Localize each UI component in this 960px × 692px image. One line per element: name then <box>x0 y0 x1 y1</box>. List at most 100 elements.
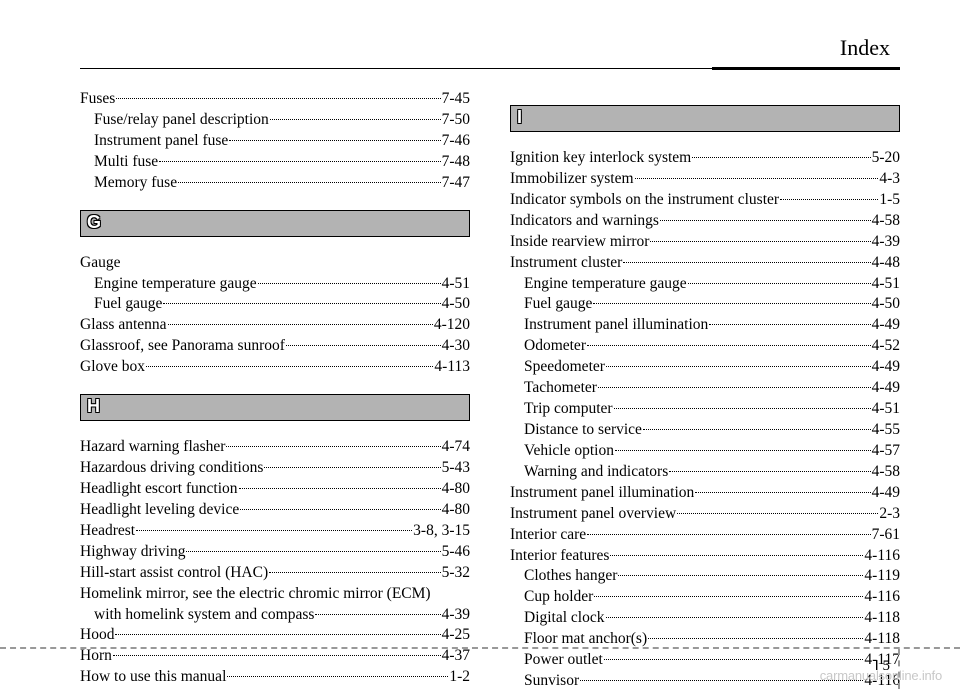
index-entry-label: Distance to service <box>524 420 642 441</box>
index-entry: Homelink mirror, see the electric chromi… <box>80 584 470 605</box>
index-entry: Glove box 4-113 <box>80 357 470 378</box>
dot-leader <box>270 119 441 120</box>
index-entry-label: Hood <box>80 625 114 646</box>
index-entry: with homelink system and compass 4-39 <box>80 605 470 626</box>
index-entry: Ignition key interlock system 5-20 <box>510 148 900 169</box>
dot-leader <box>606 366 871 367</box>
index-entry: Glassroof, see Panorama sunroof 4-30 <box>80 336 470 357</box>
index-entry-page: 4-39 <box>872 232 900 253</box>
dot-leader <box>598 387 871 388</box>
index-entry: Interior features 4-116 <box>510 546 900 567</box>
index-entry: Headlight escort function 4-80 <box>80 479 470 500</box>
index-entry: Warning and indicators 4-58 <box>510 462 900 483</box>
index-entry-label: Glassroof, see Panorama sunroof <box>80 336 285 357</box>
index-entry-page: 4-50 <box>442 294 470 315</box>
index-entry-label: Multi fuse <box>94 152 158 173</box>
index-entry-page: 7-48 <box>442 152 470 173</box>
dot-leader <box>692 157 870 158</box>
index-entry-page: 7-61 <box>872 525 900 546</box>
dot-leader <box>136 530 412 531</box>
dot-leader <box>648 638 863 639</box>
index-entry: Immobilizer system 4-3 <box>510 169 900 190</box>
index-entry-label: Engine temperature gauge <box>524 274 687 295</box>
section-header: H <box>80 394 470 421</box>
index-entry-page: 4-50 <box>872 294 900 315</box>
index-entry: Odometer 4-52 <box>510 336 900 357</box>
index-entry: Indicators and warnings 4-58 <box>510 211 900 232</box>
index-entry: Hood 4-25 <box>80 625 470 646</box>
section-header: G <box>80 210 470 237</box>
index-entry-label: Inside rearview mirror <box>510 232 649 253</box>
index-entry-page: 4-37 <box>442 646 470 667</box>
dot-leader <box>178 182 441 183</box>
index-entry-page: 4-52 <box>872 336 900 357</box>
left-column: Fuses 7-45Fuse/relay panel description 7… <box>80 89 470 692</box>
index-entry: Memory fuse 7-47 <box>80 173 470 194</box>
index-entry-label: Hazard warning flasher <box>80 437 225 458</box>
dot-leader <box>269 572 440 573</box>
index-entry-label: Engine temperature gauge <box>94 274 257 295</box>
index-entry: Indicator symbols on the instrument clus… <box>510 190 900 211</box>
dot-leader <box>614 408 871 409</box>
page-boundary-dashed <box>0 647 960 649</box>
dot-leader <box>606 617 864 618</box>
index-entry-label: How to use this manual <box>80 667 226 688</box>
index-entry: Tachometer 4-49 <box>510 378 900 399</box>
index-entry: Distance to service 4-55 <box>510 420 900 441</box>
index-entry-page: 4-30 <box>442 336 470 357</box>
index-entry-page: 3-8, 3-15 <box>413 521 470 542</box>
index-entry-page: 4-49 <box>872 378 900 399</box>
index-entry-page: 2-3 <box>879 504 900 525</box>
index-entry-label: Odometer <box>524 336 586 357</box>
index-entry-label: Instrument panel fuse <box>94 131 228 152</box>
index-entry-label: Hazardous driving conditions <box>80 458 263 479</box>
index-entry: Instrument panel illumination 4-49 <box>510 315 900 336</box>
index-entry: Hazard warning flasher 4-74 <box>80 437 470 458</box>
index-entry-page: 4-51 <box>872 399 900 420</box>
index-entry-label: Power outlet <box>524 650 603 671</box>
dot-leader <box>240 509 440 510</box>
index-entry-label: Instrument panel illumination <box>524 315 708 336</box>
index-entry-page: 4-49 <box>872 315 900 336</box>
index-entry: Digital clock 4-118 <box>510 608 900 629</box>
index-entry-page: 4-58 <box>872 211 900 232</box>
index-entry-label: Ignition key interlock system <box>510 148 691 169</box>
index-entry-page: 4-116 <box>864 546 900 567</box>
index-entry-page: 5-20 <box>872 148 900 169</box>
index-entry-label: Cup holder <box>524 587 593 608</box>
index-entry: Highway driving 5-46 <box>80 542 470 563</box>
index-entry: Vehicle option 4-57 <box>510 441 900 462</box>
index-entry-page: 4-48 <box>872 253 900 274</box>
index-entry-label: Speedometer <box>524 357 605 378</box>
dot-leader <box>163 303 440 304</box>
index-entry: Headrest 3-8, 3-15 <box>80 521 470 542</box>
index-entry: Fuel gauge 4-50 <box>510 294 900 315</box>
header-rule <box>80 67 900 69</box>
index-entry-page: 5-43 <box>442 458 470 479</box>
index-entry-label: Interior care <box>510 525 586 546</box>
dot-leader <box>315 614 440 615</box>
dot-leader <box>168 324 433 325</box>
dot-leader <box>709 324 870 325</box>
index-entry: Multi fuse 7-48 <box>80 152 470 173</box>
index-entry-page: 4-120 <box>434 315 470 336</box>
index-entry-label: Glass antenna <box>80 315 167 336</box>
index-entry-label: Warning and indicators <box>524 462 668 483</box>
dot-leader <box>116 98 440 99</box>
index-entry: Cup holder 4-116 <box>510 587 900 608</box>
index-entry-label: Memory fuse <box>94 173 177 194</box>
index-entry-label: Indicator symbols on the instrument clus… <box>510 190 779 211</box>
index-entry: How to use this manual 1-2 <box>80 667 470 688</box>
index-entry-page: 4-116 <box>864 587 900 608</box>
index-entry: Speedometer 4-49 <box>510 357 900 378</box>
dot-leader <box>593 303 870 304</box>
dot-leader <box>695 492 870 493</box>
section-letter: G <box>87 212 101 232</box>
index-entry: Instrument panel overview 2-3 <box>510 504 900 525</box>
index-entry: Headlight leveling device 4-80 <box>80 500 470 521</box>
index-entry-label: Digital clock <box>524 608 605 629</box>
index-entry: Hill-start assist control (HAC) 5-32 <box>80 563 470 584</box>
index-entry: Engine temperature gauge 4-51 <box>80 274 470 295</box>
section-header: I <box>510 105 900 132</box>
index-entry: Glass antenna 4-120 <box>80 315 470 336</box>
